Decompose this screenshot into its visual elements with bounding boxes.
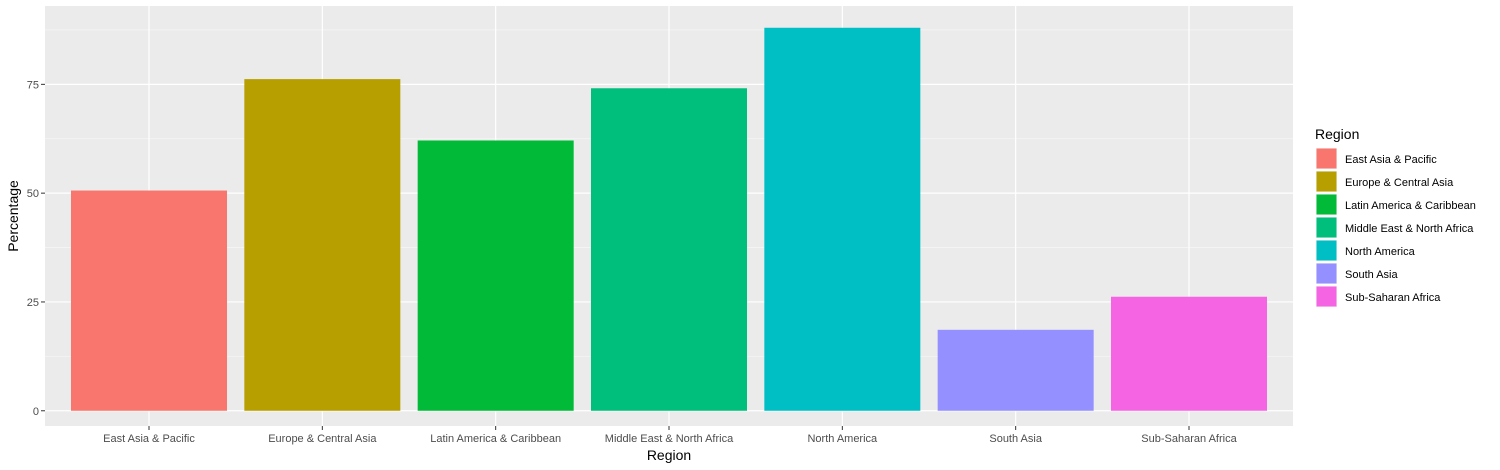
legend-key xyxy=(1316,240,1337,261)
x-axis-ticks: East Asia & Pacific Europe & Central Asia… xyxy=(103,426,1238,445)
x-tick-label: South Asia xyxy=(989,433,1042,445)
x-tick-label: Sub-Saharan Africa xyxy=(1141,433,1237,445)
legend-label: Middle East & North Africa xyxy=(1345,223,1474,235)
legend-label: Sub-Saharan Africa xyxy=(1345,292,1441,304)
y-tick-label: 50 xyxy=(27,188,39,200)
legend-title: Region xyxy=(1315,126,1359,142)
y-tick-label: 25 xyxy=(27,297,39,309)
y-tick-label: 0 xyxy=(33,406,39,418)
bar xyxy=(71,190,227,411)
legend-label: North America xyxy=(1345,246,1416,258)
y-axis-ticks: 0 25 50 75 xyxy=(27,79,45,418)
bar xyxy=(937,329,1094,411)
legend-key xyxy=(1316,286,1337,307)
x-tick-label: Middle East & North Africa xyxy=(605,433,734,445)
legend-key xyxy=(1316,171,1337,192)
x-axis-title: Region xyxy=(647,447,691,463)
y-tick-label: 75 xyxy=(27,79,39,91)
legend-key xyxy=(1316,148,1337,169)
legend: Region East Asia & Pacific Europe & Centr… xyxy=(1315,126,1476,307)
x-tick-label: Latin America & Caribbean xyxy=(430,433,561,445)
legend-label: Latin America & Caribbean xyxy=(1345,200,1476,212)
legend-key xyxy=(1316,194,1337,215)
x-tick-label: East Asia & Pacific xyxy=(103,433,195,445)
bar xyxy=(244,79,401,411)
bar xyxy=(417,140,574,411)
bar xyxy=(1111,296,1267,411)
legend-label: Europe & Central Asia xyxy=(1345,177,1454,189)
y-axis-title: Percentage xyxy=(5,180,21,252)
legend-label: South Asia xyxy=(1345,269,1398,281)
legend-key xyxy=(1316,217,1337,238)
x-tick-label: North America xyxy=(807,433,878,445)
legend-label: East Asia & Pacific xyxy=(1345,154,1437,166)
legend-key xyxy=(1316,263,1337,284)
x-tick-label: Europe & Central Asia xyxy=(268,433,377,445)
bars xyxy=(71,27,1267,411)
bar xyxy=(764,27,921,411)
bar xyxy=(591,88,747,411)
